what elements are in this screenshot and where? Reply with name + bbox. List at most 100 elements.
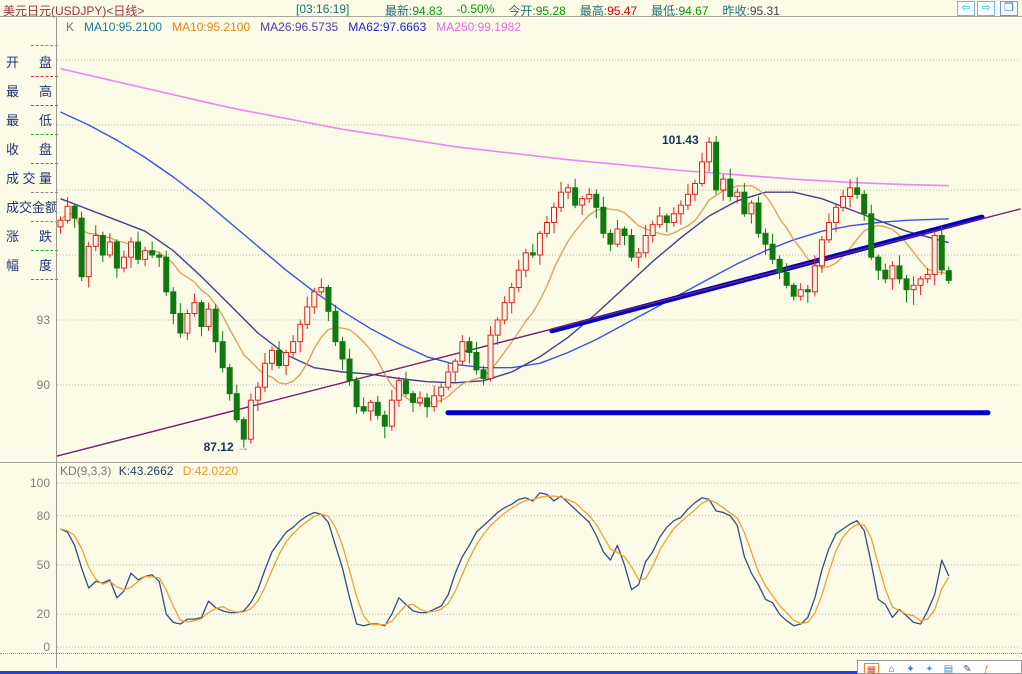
candle-down xyxy=(276,349,283,367)
selected-tool-icon[interactable]: ▦ xyxy=(864,663,879,673)
ma-readout: MA10:95.2100 xyxy=(172,20,251,34)
candle-down xyxy=(593,193,600,208)
sidebar-dash xyxy=(31,134,58,135)
candle-down xyxy=(170,291,177,315)
sidebar-field-label: 收盘 xyxy=(6,142,52,157)
candle-up xyxy=(254,386,261,401)
tool-star-2-icon[interactable]: ✦ xyxy=(925,664,934,674)
candle-up xyxy=(304,306,311,325)
candle-up xyxy=(247,399,254,440)
ma62-line xyxy=(60,111,949,369)
quote-value: 95.47 xyxy=(607,4,638,18)
tool-fx-icon[interactable]: ƒ xyxy=(983,664,990,674)
candle-down xyxy=(903,278,910,291)
candle-up xyxy=(269,349,275,364)
candle-up xyxy=(106,241,113,256)
candle-down xyxy=(741,191,748,215)
candle-up xyxy=(452,360,459,373)
candle-up xyxy=(487,334,494,379)
quote-item: 最低:94.67 xyxy=(651,2,708,19)
candle-down xyxy=(762,232,769,245)
candle-up xyxy=(635,252,642,258)
candle-down xyxy=(572,187,579,206)
candle-up xyxy=(656,215,663,226)
kd-indicator-header: KD(9,3,3) K:43.2662 D:42.0220 xyxy=(60,464,238,478)
k-chart-label: K xyxy=(66,20,75,34)
candle-up xyxy=(910,284,917,291)
sidebar-field-label: 幅度 xyxy=(6,258,52,273)
candle-up xyxy=(670,213,677,223)
candle-down xyxy=(135,241,142,260)
tool-keypad-icon[interactable]: ▤ xyxy=(943,664,954,674)
sidebar-field-label: 最低 xyxy=(6,113,52,128)
candle-up xyxy=(494,319,501,336)
candle-up xyxy=(586,193,593,200)
sidebar-dash xyxy=(31,279,58,280)
candle-up xyxy=(924,274,931,280)
candle-up xyxy=(543,222,550,234)
quote-value: 95.31 xyxy=(749,4,780,18)
tool-home-icon[interactable]: ⌂ xyxy=(888,664,895,674)
header-buttons: ⇦ ⇨ ❐ xyxy=(957,1,1018,16)
candle-down xyxy=(149,250,156,256)
candle-up xyxy=(748,202,755,215)
candle-down xyxy=(600,206,607,234)
sidebar-dash xyxy=(31,45,58,46)
sidebar-dash xyxy=(31,105,58,106)
candle-down xyxy=(628,235,635,258)
candle-down xyxy=(78,217,85,278)
candle-down xyxy=(861,193,868,215)
candle-down xyxy=(769,243,776,260)
quote-label: 最低: xyxy=(651,4,679,18)
candle-up xyxy=(847,187,854,197)
candle-up xyxy=(85,245,92,278)
sidebar-field-label: 成交金额 xyxy=(6,200,59,215)
candle-up xyxy=(459,341,466,362)
tool-star-1-icon[interactable]: ✦ xyxy=(906,664,915,674)
candle-up xyxy=(283,352,290,366)
candle-up xyxy=(797,289,804,297)
quote-label: 最新: xyxy=(385,4,413,18)
drawing-toolbar: ▦ ⌂ ✦ ✦ ▤ ✎ ƒ xyxy=(857,660,1022,674)
candle-down xyxy=(113,241,120,269)
ma-indicator-bar: K MA10:95.2100 MA10:95.2100 MA26:96.5735 MA… xyxy=(66,20,521,34)
candle-down xyxy=(177,313,184,334)
windows-button[interactable]: ❐ xyxy=(1000,1,1018,16)
sidebar-dash xyxy=(31,192,58,193)
candle-down xyxy=(99,235,106,256)
window-bottom-edge xyxy=(0,671,1022,674)
quote-item: 最新:94.83 xyxy=(385,2,442,19)
candle-down xyxy=(226,367,233,395)
forward-button[interactable]: ⇨ xyxy=(977,1,995,16)
back-button[interactable]: ⇦ xyxy=(957,1,975,16)
candle-down xyxy=(233,393,240,421)
candle-down xyxy=(156,254,163,258)
candle-up xyxy=(191,302,198,314)
quote-strip: 最新:94.83 -0.50% 今开:95.28 最高:95.47 最低:94.67 昨收… xyxy=(385,2,780,19)
quote-item: -0.50% xyxy=(456,2,494,19)
candle-up xyxy=(699,161,706,184)
price-annotation: 87.12 → xyxy=(203,440,249,454)
quote-value: 94.83 xyxy=(412,4,443,18)
candle-up xyxy=(684,193,691,206)
kd-d-value: D:42.0220 xyxy=(182,464,239,478)
candle-down xyxy=(607,232,614,245)
candle-up xyxy=(522,252,529,271)
candle-down xyxy=(529,252,536,256)
candle-up xyxy=(614,228,621,245)
candle-up xyxy=(128,241,134,258)
candle-up xyxy=(579,198,586,206)
candle-down xyxy=(381,414,388,427)
candle-down xyxy=(804,289,811,293)
quote-value: 95.28 xyxy=(535,4,566,18)
tool-pen-icon[interactable]: ✎ xyxy=(963,664,972,674)
kd-axis-label: 0 xyxy=(43,640,50,654)
kd-axis-label: 20 xyxy=(36,607,50,622)
candle-up xyxy=(706,141,713,163)
candle-up xyxy=(367,401,374,412)
candle-down xyxy=(325,287,332,312)
ma26-line xyxy=(60,191,949,384)
candle-down xyxy=(882,269,889,280)
